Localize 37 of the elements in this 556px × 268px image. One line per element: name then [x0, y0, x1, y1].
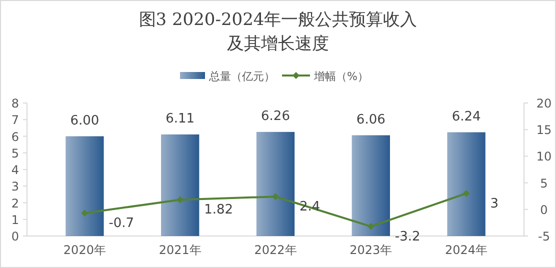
x-tick-label: 2023年 [350, 243, 392, 257]
legend-label: 总量（亿元） [208, 70, 275, 83]
point [176, 196, 184, 204]
data-label: 1.82 [204, 202, 234, 218]
y-tick-label: 1 [11, 212, 19, 227]
data-label: 6.26 [261, 108, 290, 124]
y2-tick-label: 0 [540, 202, 548, 217]
chart-title: 图3 2020-2024年一般公共预算收入及其增长速度 [138, 10, 418, 54]
data-label: 6.24 [452, 109, 481, 124]
y-tick-label: 6 [11, 130, 19, 144]
data-label: 6.11 [166, 111, 195, 126]
y2-tick-label: -5 [538, 230, 550, 244]
point [81, 210, 88, 217]
point [462, 190, 470, 197]
y2-tick-label: 20 [536, 96, 552, 110]
y-tick-label: 8 [11, 96, 19, 110]
point [272, 193, 279, 200]
y2-tick-label: 10 [536, 150, 552, 164]
y-tick-label: 2 [11, 196, 19, 210]
data-label: -0.7 [108, 216, 134, 232]
data-label: -3.2 [394, 229, 420, 244]
legend-label: 增幅（%） [313, 70, 368, 83]
y-tick-label: 5 [11, 146, 19, 160]
data-label: 3 [490, 196, 499, 212]
y-tick-label: 4 [11, 163, 19, 177]
data-label: 6.00 [70, 113, 100, 128]
y-tick-label: 0 [11, 230, 19, 244]
point [367, 222, 374, 230]
x-tick-label: 2020年 [63, 243, 106, 257]
y-tick-label: 7 [11, 113, 19, 128]
data-label: 6.06 [356, 112, 386, 128]
y2-tick-label: 15 [536, 123, 552, 138]
x-tick-label: 2022年 [254, 243, 297, 257]
x-tick-label: 2024年 [445, 243, 488, 257]
y-tick-label: 3 [11, 180, 19, 194]
y2-tick-label: 5 [540, 176, 548, 190]
x-tick-label: 2021年 [158, 243, 202, 257]
